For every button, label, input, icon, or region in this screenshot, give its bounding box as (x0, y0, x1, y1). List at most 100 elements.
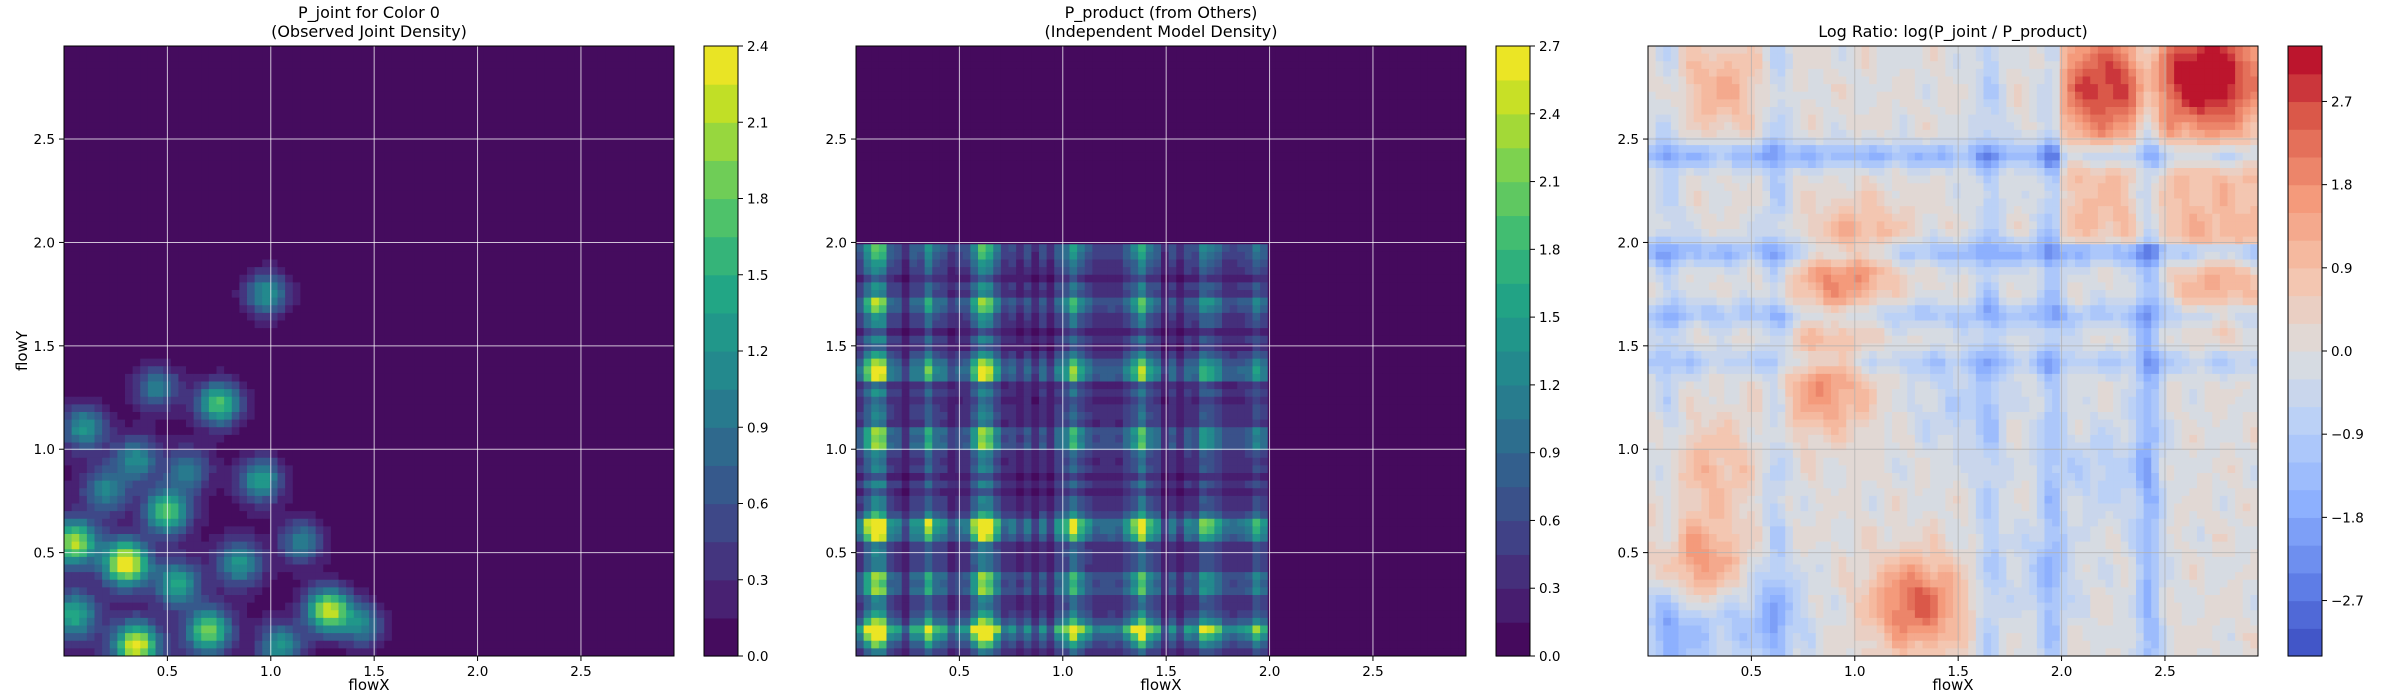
heatmap-cell (414, 198, 423, 207)
heatmap-cell (529, 145, 538, 154)
heatmap-cell (376, 351, 385, 360)
heatmap-cell (437, 297, 446, 306)
heatmap-cell (201, 183, 210, 192)
heatmap-cell (391, 358, 400, 367)
heatmap-cell (452, 274, 461, 283)
heatmap-cell (414, 190, 423, 199)
heatmap-cell (651, 244, 660, 253)
heatmap-cell (361, 213, 370, 222)
heatmap-cell (361, 373, 370, 382)
heatmap-cell (635, 495, 644, 504)
heatmap-cell (330, 183, 339, 192)
heatmap-cell (468, 129, 477, 138)
heatmap-cell (117, 457, 126, 466)
heatmap-cell (208, 373, 217, 382)
heatmap-cell (285, 99, 294, 108)
heatmap-cell (323, 251, 332, 260)
heatmap-cell (208, 450, 217, 459)
heatmap-cell (125, 206, 134, 215)
heatmap-cell (346, 61, 355, 70)
heatmap-cell (552, 99, 561, 108)
heatmap-cell (79, 175, 88, 184)
heatmap-cell (125, 229, 134, 238)
heatmap-cell (452, 221, 461, 230)
heatmap-cell (445, 152, 454, 161)
heatmap-cell (186, 373, 195, 382)
heatmap-cell (544, 457, 553, 466)
heatmap-cell (590, 129, 599, 138)
heatmap-cell (140, 404, 149, 413)
heatmap-cell (590, 488, 599, 497)
heatmap-cell (430, 488, 439, 497)
heatmap-cell (605, 465, 614, 474)
heatmap-cell (628, 351, 637, 360)
heatmap-cell (64, 99, 73, 108)
heatmap-cell (597, 175, 606, 184)
heatmap-cell (620, 488, 629, 497)
heatmap-cell (64, 137, 73, 146)
heatmap-cell (315, 76, 324, 85)
heatmap-cell (254, 274, 263, 283)
heatmap-cell (147, 442, 156, 451)
heatmap-cell (94, 114, 103, 123)
heatmap-cell (285, 267, 294, 276)
heatmap-cell (475, 274, 484, 283)
heatmap-cell (117, 480, 126, 489)
heatmap-cell (292, 53, 301, 62)
heatmap-cell (231, 503, 240, 512)
heatmap-cell (391, 68, 400, 77)
heatmap-cell (574, 305, 583, 314)
heatmap-cell (544, 328, 553, 337)
heatmap-cell (224, 480, 233, 489)
heatmap-cell (407, 206, 416, 215)
heatmap-cell (247, 76, 256, 85)
heatmap-cell (132, 91, 141, 100)
heatmap-cell (330, 259, 339, 268)
heatmap-cell (208, 297, 217, 306)
heatmap-cell (239, 61, 248, 70)
heatmap-cell (186, 76, 195, 85)
heatmap-cell (628, 366, 637, 375)
heatmap-cell (224, 442, 233, 451)
heatmap-cell (475, 511, 484, 520)
heatmap-cell (376, 137, 385, 146)
heatmap-cell (506, 183, 515, 192)
heatmap-cell (414, 366, 423, 375)
heatmap-cell (308, 145, 317, 154)
heatmap-cell (231, 320, 240, 329)
heatmap-cell (64, 91, 73, 100)
heatmap-cell (430, 328, 439, 337)
heatmap-cell (201, 396, 210, 405)
heatmap-cell (574, 412, 583, 421)
heatmap-cell (193, 351, 202, 360)
heatmap-cell (529, 396, 538, 405)
heatmap-cell (323, 190, 332, 199)
heatmap-cell (437, 236, 446, 245)
heatmap-cell (86, 91, 95, 100)
heatmap-cell (71, 53, 80, 62)
heatmap-cell (590, 61, 599, 70)
heatmap-cell (86, 373, 95, 382)
heatmap-cell (308, 53, 317, 62)
heatmap-cell (109, 473, 118, 482)
heatmap-cell (468, 434, 477, 443)
heatmap-cell (643, 114, 652, 123)
heatmap-cell (239, 450, 248, 459)
heatmap-cell (208, 465, 217, 474)
heatmap-cell (125, 198, 134, 207)
heatmap-cell (437, 404, 446, 413)
heatmap-cell (582, 251, 591, 260)
heatmap-cell (506, 76, 515, 85)
heatmap-cell (269, 84, 278, 93)
heatmap-cell (216, 221, 225, 230)
heatmap-cell (399, 396, 408, 405)
heatmap-cell (407, 450, 416, 459)
heatmap-cell (422, 137, 431, 146)
heatmap-cell (399, 198, 408, 207)
heatmap-cell (71, 381, 80, 390)
heatmap-cell (285, 251, 294, 260)
heatmap-cell (643, 236, 652, 245)
heatmap-cell (369, 190, 378, 199)
heatmap-cell (208, 152, 217, 161)
heatmap-cell (437, 68, 446, 77)
